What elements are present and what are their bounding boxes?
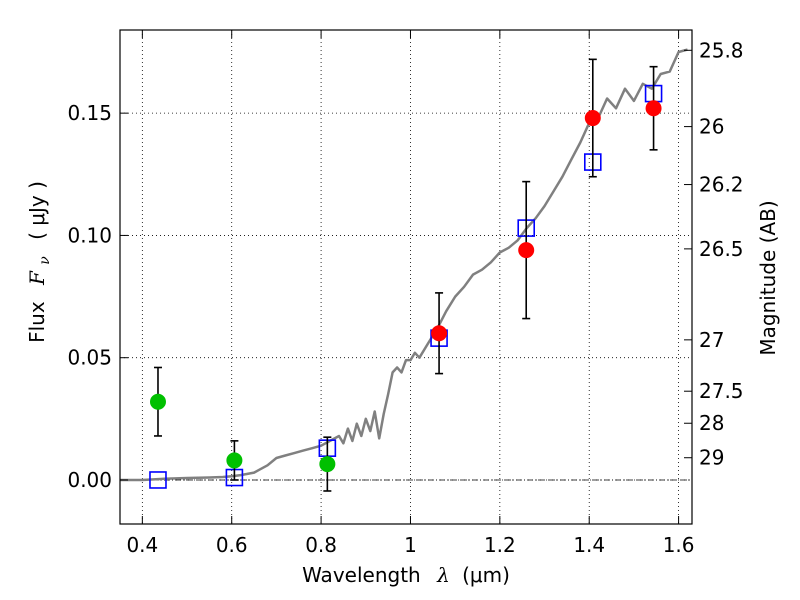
y2-tick-label: 26 <box>699 115 724 139</box>
y2-tick-label: 28 <box>699 411 724 435</box>
y-axis-title-subscript: ν <box>37 256 53 265</box>
x-axis-title-symbol: λ <box>436 563 450 587</box>
photometry-point <box>319 456 336 473</box>
y-axis-title-unit: ( μJy ) <box>25 181 49 240</box>
model-photometry-square <box>149 471 167 489</box>
photometry-point <box>518 242 535 259</box>
y-axis-title: Flux F ν ( μJy ) <box>25 181 54 343</box>
y-tick-label: 0.15 <box>67 101 112 125</box>
tick-layer: 0.4 0.6 0.8 1 1.2 1.4 1.6 0.00 0.05 0.10 0.15 25.8 2… <box>67 30 744 557</box>
x-tick-label: 1 <box>404 533 417 557</box>
y-tick-label: 0.00 <box>67 468 112 492</box>
y-axis-title-symbol: F <box>25 270 49 286</box>
photometry-point <box>645 100 662 117</box>
y2-tick-label: 27 <box>699 328 724 352</box>
x-tick-label: 1.4 <box>573 533 605 557</box>
model-sed-line <box>120 48 688 482</box>
plot-frame <box>119 29 693 525</box>
y-axis-title-text: Flux <box>25 301 49 343</box>
photometry-point <box>149 393 166 410</box>
photometry-point <box>584 110 601 127</box>
y2-tick-label: 25.8 <box>699 38 744 62</box>
marker-layer <box>149 58 663 492</box>
x-tick-label: 1.6 <box>663 533 695 557</box>
y2-axis-title: Magnitude (AB) <box>756 200 780 355</box>
grid-layer <box>120 30 692 524</box>
y2-tick-label: 27.5 <box>699 379 744 403</box>
x-axis-title-text: Wavelength <box>302 563 421 587</box>
x-axis-title: Wavelength λ (μm) <box>302 563 510 587</box>
x-tick-label: 1.2 <box>484 533 516 557</box>
x-tick-label: 0.4 <box>126 533 158 557</box>
y-tick-label: 0.10 <box>67 223 112 247</box>
x-tick-label: 0.8 <box>305 533 337 557</box>
y-tick-label: 0.05 <box>67 346 112 370</box>
y2-tick-label: 26.5 <box>699 237 744 261</box>
y2-tick-label: 29 <box>699 446 724 470</box>
photometry-point <box>226 452 243 469</box>
x-tick-label: 0.6 <box>216 533 248 557</box>
y2-tick-label: 26.2 <box>699 173 744 197</box>
x-axis-title-unit: (μm) <box>462 563 510 587</box>
photometry-point <box>431 325 448 342</box>
line-layer <box>120 48 688 482</box>
